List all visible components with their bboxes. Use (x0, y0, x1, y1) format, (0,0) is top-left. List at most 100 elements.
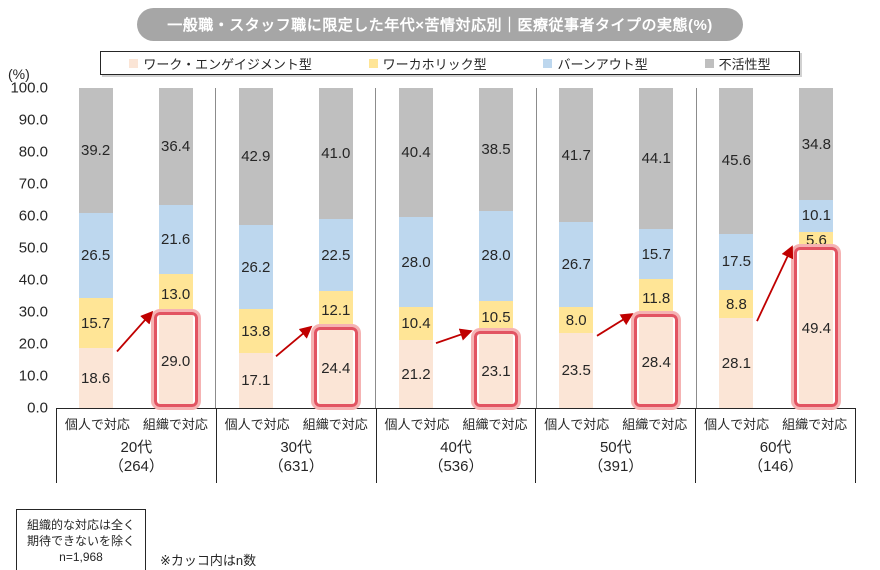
sample-size-label: （631） (268, 458, 324, 475)
bar-segment: 10.4 (399, 306, 433, 341)
response-type-labels: 個人で対応 組織で対応 (377, 414, 536, 433)
bar-segment: 28.0 (399, 217, 433, 307)
title-row: 一般職・スタッフ職に限定した年代×苦情対応別｜医療従事者タイプの実態(%) (0, 0, 880, 41)
response-type-label: 組織で対応 (622, 417, 688, 432)
stacked-bar: 28.1 8.8 17.5 45.6 (719, 88, 754, 408)
bar-segment: 17.1 (238, 353, 273, 408)
segment-value-label: 26.5 (80, 247, 111, 265)
response-type-label: 組織で対応 (782, 417, 848, 432)
plot-area: 18.6 15.7 26.5 39.2 29.0 13.0 21.6 36.4 17.1 13.8… (56, 87, 856, 408)
bar-segment: 41.7 (559, 88, 594, 222)
paren-note: ※カッコ内はn数 (160, 553, 257, 568)
legend-swatch-icon (129, 58, 139, 68)
bar-segment: 38.5 (479, 87, 513, 211)
footer: 組織的な対応は全く 期待できないを除く n=1,968 ※カッコ内はn数 (16, 509, 880, 570)
segment-value-label: 49.4 (801, 320, 831, 338)
x-axis-cell: 個人で対応 組織で対応 60代 （146） (695, 409, 856, 483)
bar-segment: 12.1 (318, 291, 353, 330)
legend-item: ワーカホリック型 (368, 54, 487, 73)
bar-segment: 21.6 (158, 204, 193, 274)
stacked-bar: 17.1 13.8 26.2 42.9 (238, 88, 273, 408)
plot-column: 18.6 15.7 26.5 39.2 29.0 13.0 21.6 36.4 17.1 13.8… (56, 87, 856, 483)
age-group: 17.1 13.8 26.2 42.9 24.4 12.1 22.5 41.0 (215, 88, 375, 408)
age-group: 21.2 10.4 28.0 40.4 23.1 10.5 28.0 38.5 (375, 87, 535, 408)
x-axis-cell: 個人で対応 組織で対応 30代 （631） (215, 409, 376, 483)
segment-value-label: 28.1 (721, 354, 751, 372)
bar-segment: 28.4 (634, 314, 679, 408)
y-tick-label: 100.0 (10, 79, 48, 97)
sample-size-label: （536） (428, 458, 484, 475)
x-axis-table: 個人で対応 組織で対応 20代 （264） 個人で対応 組織で対応 30代 （631） 個人で対… (56, 408, 856, 483)
segment-value-label: 11.8 (642, 289, 671, 307)
legend-label: バーンアウト型 (557, 56, 648, 72)
legend-item: バーンアウト型 (543, 54, 648, 73)
bar-segment: 15.7 (78, 298, 113, 349)
age-group-label: 40代 (440, 439, 472, 456)
response-type-label: 個人で対応 (224, 417, 290, 432)
bar-segment: 49.4 (794, 246, 839, 408)
bar-segment: 26.2 (238, 225, 273, 310)
segment-value-label: 17.5 (721, 253, 751, 271)
bar-segment: 34.8 (799, 88, 834, 200)
age-group-label: 50代 (599, 439, 632, 456)
legend-swatch-icon (543, 58, 553, 68)
bar-segment: 28.1 (719, 318, 754, 408)
segment-value-label: 26.7 (561, 256, 591, 273)
response-type-labels: 個人で対応 組織で対応 (57, 414, 216, 433)
bar-segment: 15.7 (639, 229, 674, 280)
stacked-bar: 23.5 8.0 26.7 41.7 (559, 88, 594, 408)
bar-segment: 24.4 (313, 326, 358, 408)
sample-size-label: （146） (748, 458, 804, 475)
y-tick-label: 30.0 (18, 303, 48, 321)
bar-segment: 5.6 (799, 232, 834, 250)
legend-label: ワーカホリック型 (382, 56, 487, 72)
bar-segment: 17.5 (719, 233, 754, 290)
response-type-labels: 個人で対応 組織で対応 (696, 414, 855, 433)
age-group: 28.1 8.8 17.5 45.6 49.4 5.6 10.1 34.8 (695, 88, 856, 408)
stacked-bar: 23.1 10.5 28.0 38.5 (474, 87, 518, 408)
bar-segment: 21.2 (399, 340, 433, 408)
bar-segment: 8.8 (719, 289, 754, 319)
segment-value-label: 36.4 (160, 137, 191, 155)
response-type-label: 個人で対応 (544, 417, 610, 432)
segment-value-label: 10.5 (481, 308, 511, 326)
response-type-label: 組織で対応 (302, 417, 368, 432)
age-group-label: 30代 (280, 439, 313, 456)
bar-segment: 13.0 (158, 273, 193, 316)
legend-item: ワーク・エンゲイジメント型 (129, 54, 312, 73)
segment-value-label: 15.7 (641, 245, 671, 263)
segment-value-label: 15.7 (80, 314, 111, 332)
segment-value-label: 41.0 (321, 145, 351, 163)
sample-size-label: （391） (588, 458, 644, 475)
segment-value-label: 10.1 (801, 207, 831, 225)
legend-label: 不活性型 (718, 56, 771, 72)
segment-value-label: 42.9 (241, 148, 271, 166)
response-type-label: 個人で対応 (384, 417, 450, 432)
response-type-label: 組織で対応 (462, 417, 528, 432)
x-axis-cell: 個人で対応 組織で対応 40代 （536） (375, 409, 536, 483)
legend-swatch-icon (704, 58, 714, 68)
bar-segment: 45.6 (719, 88, 754, 234)
bar-segment: 29.0 (153, 312, 198, 408)
bar-segment: 8.0 (559, 307, 594, 333)
sample-size-label: （264） (108, 458, 164, 475)
stacked-bar: 24.4 12.1 22.5 41.0 (313, 88, 358, 408)
segment-value-label: 5.6 (805, 232, 827, 250)
legend-label: ワーク・エンゲイジメント型 (143, 56, 312, 72)
exclusion-note-line: 組織的な対応は全く (27, 518, 136, 532)
response-type-label: 組織で対応 (142, 417, 208, 432)
age-group: 18.6 15.7 26.5 39.2 29.0 13.0 21.6 36.4 (56, 88, 215, 408)
segment-value-label: 23.1 (481, 362, 511, 380)
segment-value-label: 13.0 (160, 285, 191, 303)
x-axis-cell: 個人で対応 組織で対応 20代 （264） (56, 409, 216, 483)
bar-segment: 26.7 (559, 221, 594, 308)
legend-swatch-icon (368, 58, 378, 68)
response-type-label: 個人で対応 (704, 417, 770, 432)
legend-item: 不活性型 (704, 54, 771, 73)
y-tick-label: 10.0 (18, 367, 48, 385)
segment-value-label: 10.4 (401, 315, 431, 333)
segment-value-label: 24.4 (321, 360, 351, 378)
stacked-bar: 49.4 5.6 10.1 34.8 (794, 88, 839, 408)
y-tick-label: 50.0 (18, 239, 48, 257)
bar-segment: 10.1 (799, 199, 834, 233)
